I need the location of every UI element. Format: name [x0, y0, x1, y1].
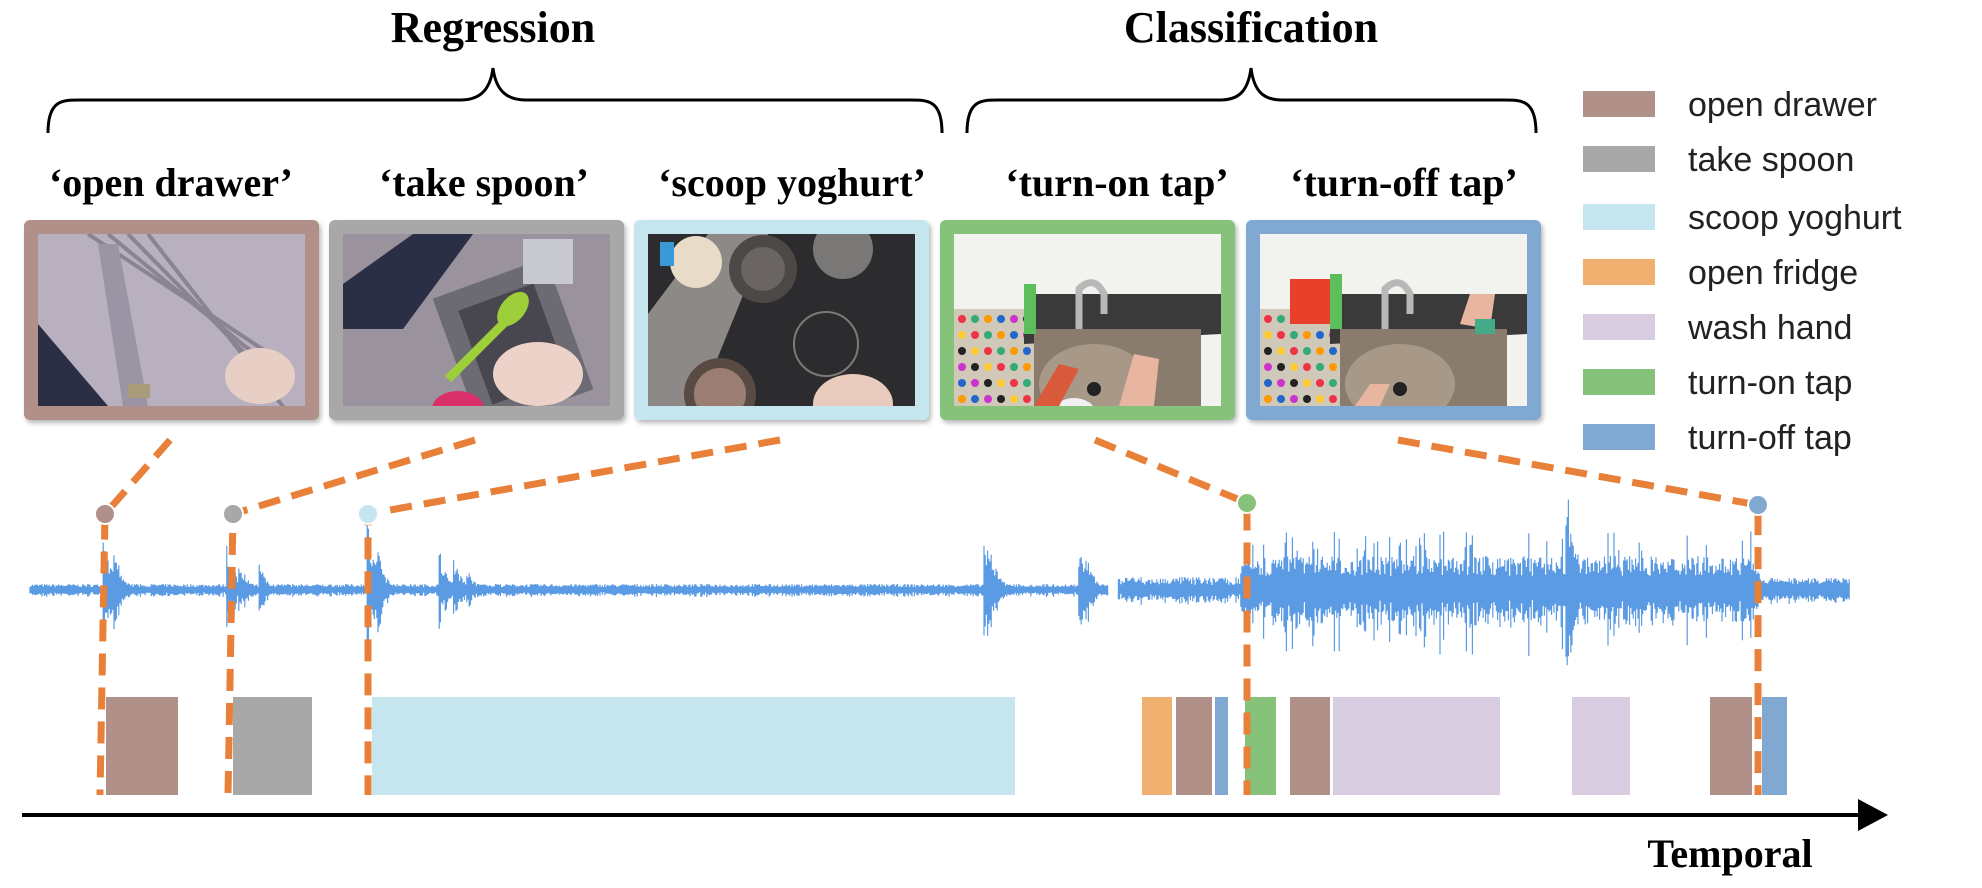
classification-title: Classification — [1124, 3, 1378, 52]
frame-spoon — [329, 220, 624, 420]
segment-turn-on-tap — [1245, 697, 1276, 795]
legend-label: take spoon — [1688, 141, 1854, 179]
legend-swatch — [1583, 369, 1655, 395]
frame-photo — [38, 234, 305, 406]
frame-caption-tap-off: ‘turn-off tap’ — [1290, 160, 1518, 205]
connector-tap-off — [1397, 436, 1769, 795]
audio-waveform — [29, 499, 1850, 666]
connector-anchor-dot — [1747, 494, 1769, 516]
temporal-axis-arrowhead — [1858, 799, 1888, 831]
legend-label: wash hand — [1687, 309, 1852, 347]
legend-item-take-spoon: take spoon — [1583, 141, 1854, 179]
classification-brace — [965, 67, 1538, 134]
legend-label: open drawer — [1688, 86, 1877, 124]
frame-photo — [954, 234, 1221, 406]
connector-anchor-dot — [357, 503, 379, 525]
legend-item-wash-hand: wash hand — [1583, 309, 1852, 347]
segment-open-drawer — [1710, 697, 1752, 795]
legend-label: scoop yoghurt — [1688, 199, 1902, 237]
segment-turn-off-tap — [1762, 697, 1787, 795]
segment-open-fridge — [1142, 697, 1172, 795]
legend-swatch — [1583, 314, 1655, 340]
segment-turn-off-tap — [1215, 697, 1228, 795]
temporal-axis-label: Temporal — [1647, 831, 1812, 876]
segment-open-drawer — [1176, 697, 1212, 795]
frame-caption-tap-on: ‘turn-on tap’ — [1005, 160, 1228, 205]
legend-swatch — [1583, 146, 1655, 172]
connector-anchor-dot — [1236, 492, 1258, 514]
legend-label: open fridge — [1688, 254, 1858, 292]
legend-item-turn-off-tap: turn-off tap — [1583, 419, 1852, 457]
legend-swatch — [1583, 424, 1655, 450]
segment-open-drawer — [106, 697, 178, 795]
legend-item-open-drawer: open drawer — [1583, 86, 1877, 124]
action-timeline — [106, 697, 1787, 795]
segment-wash-hand — [1333, 697, 1500, 795]
regression-title: Regression — [391, 3, 596, 52]
connector-tap-on — [1093, 436, 1258, 795]
connector-spoon — [222, 436, 477, 796]
frame-photo — [648, 234, 915, 406]
legend-label: turn-on tap — [1688, 364, 1852, 402]
legend-label: turn-off tap — [1688, 419, 1852, 457]
segment-wash-hand — [1572, 697, 1630, 795]
frame-connectors — [94, 436, 1769, 796]
legend-item-scoop-yoghurt: scoop yoghurt — [1583, 199, 1902, 237]
legend: open drawer take spoon scoop yoghurt open f… — [1583, 86, 1902, 457]
frame-caption-yoghurt: ‘scoop yoghurt’ — [658, 160, 926, 205]
connector-anchor-dot — [222, 503, 244, 525]
frame-photo — [343, 234, 610, 406]
connector-anchor-dot — [94, 503, 116, 525]
legend-swatch — [1583, 259, 1655, 285]
connector-yoghurt — [357, 436, 781, 795]
legend-swatch — [1583, 91, 1655, 117]
frame-drawer — [24, 220, 319, 420]
connector-drawer — [94, 437, 173, 796]
segment-scoop-yoghurt — [372, 697, 1015, 795]
frame-photo — [1260, 234, 1527, 406]
segment-take-spoon — [233, 697, 312, 795]
frame-caption-spoon: ‘take spoon’ — [379, 160, 589, 205]
frame-tap-on — [940, 220, 1235, 420]
legend-item-open-fridge: open fridge — [1583, 254, 1858, 292]
legend-swatch — [1583, 204, 1655, 230]
frame-caption-drawer: ‘open drawer’ — [49, 160, 293, 205]
regression-brace — [46, 67, 944, 134]
legend-item-turn-on-tap: turn-on tap — [1583, 364, 1852, 402]
frame-tap-off — [1246, 220, 1541, 420]
frame-yoghurt — [634, 220, 929, 420]
segment-open-drawer — [1290, 697, 1330, 795]
